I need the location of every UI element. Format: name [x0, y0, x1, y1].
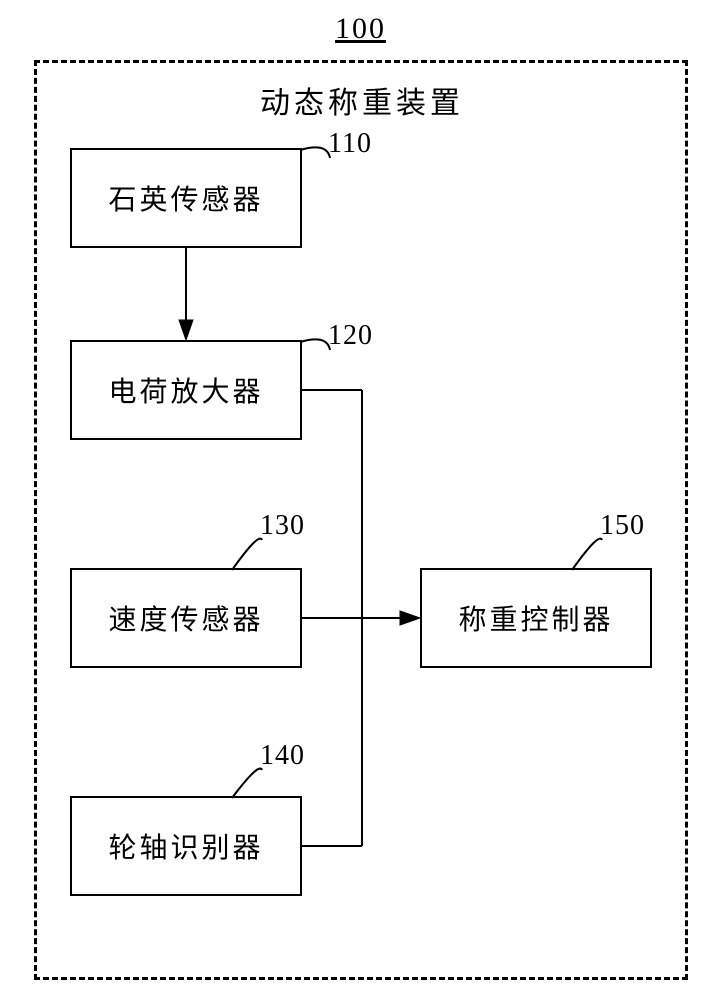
num-110: 110	[328, 128, 372, 160]
block-charge-amplifier: 电荷放大器	[70, 340, 302, 440]
block-label: 电荷放大器	[108, 370, 263, 410]
num-120: 120	[328, 320, 373, 352]
num-150: 150	[600, 510, 645, 542]
diagram-canvas: 100 动态称重装置 石英传感器 110 电荷放大器 120 速度传感器 130…	[0, 0, 722, 1000]
num-140: 140	[260, 740, 305, 772]
num-130: 130	[260, 510, 305, 542]
block-weigh-controller: 称重控制器	[420, 568, 652, 668]
container-title: 动态称重装置	[260, 78, 464, 122]
block-label: 轮轴识别器	[108, 826, 263, 866]
block-axle-identifier: 轮轴识别器	[70, 796, 302, 896]
block-label: 称重控制器	[458, 598, 613, 638]
block-label: 速度传感器	[108, 598, 263, 638]
block-speed-sensor: 速度传感器	[70, 568, 302, 668]
block-quartz-sensor: 石英传感器	[70, 148, 302, 248]
block-label: 石英传感器	[108, 178, 263, 218]
diagram-id-label: 100	[335, 12, 386, 46]
